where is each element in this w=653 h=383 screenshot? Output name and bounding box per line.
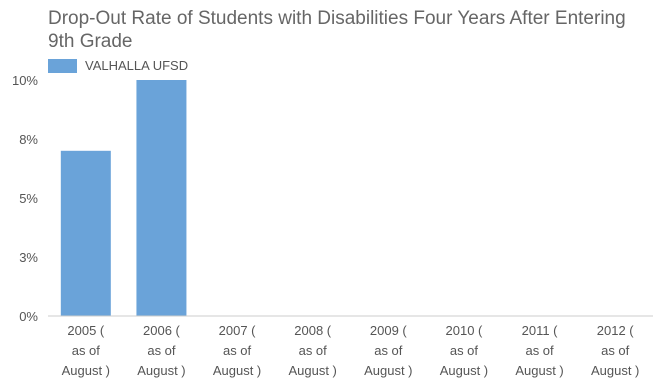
chart-title: Drop-Out Rate of Students with Disabilit… xyxy=(48,8,626,52)
x-tick-label: 2007 (as of August ) xyxy=(213,323,261,378)
legend-label: VALHALLA UFSD xyxy=(85,58,189,73)
x-tick-label: 2008 (as of August ) xyxy=(288,323,336,378)
x-tick-label: 2010 (as of August ) xyxy=(440,323,488,378)
x-axis: 2005 (as of August ) 2006 (as of August ) 20… xyxy=(62,323,640,378)
y-tick-label: 0% xyxy=(19,309,38,324)
y-tick-label: 10% xyxy=(12,73,38,88)
y-tick-label: 8% xyxy=(19,132,38,147)
x-tick-label: 2011 (as of August ) xyxy=(515,323,563,378)
bar xyxy=(60,150,111,316)
x-tick-label: 2012 (as of August ) xyxy=(591,323,639,378)
legend: VALHALLA UFSD xyxy=(48,58,188,73)
y-tick-label: 5% xyxy=(19,191,38,206)
y-axis: 0% 3% 5% 8% 10% xyxy=(12,73,38,324)
x-tick-label: 2005 (as of August ) xyxy=(62,323,110,378)
bars xyxy=(60,80,187,316)
x-tick-label: 2009 (as of August ) xyxy=(364,323,412,378)
bar xyxy=(136,80,187,316)
legend-swatch xyxy=(48,58,77,73)
x-tick-label: 2006 (as of August ) xyxy=(137,323,185,378)
y-tick-label: 3% xyxy=(19,250,38,265)
